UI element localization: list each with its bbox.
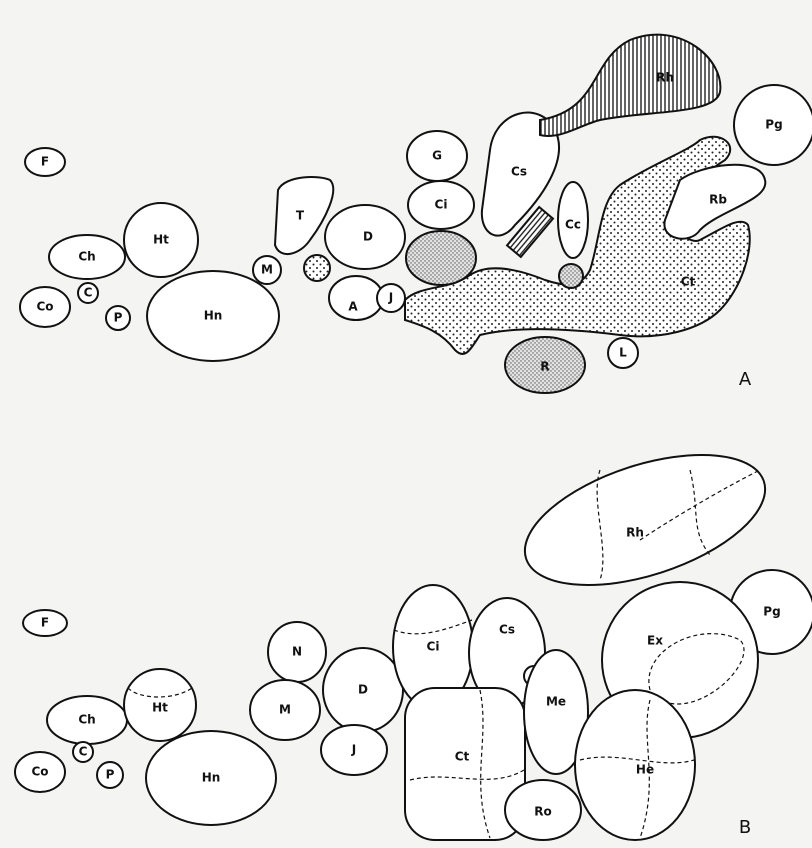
region-label: Cs: [499, 623, 515, 637]
region-shape: [303, 254, 331, 282]
boundary: [409, 689, 525, 839]
region-label: Co: [31, 765, 48, 779]
region-shape: [273, 176, 335, 255]
region-shape: [24, 147, 66, 177]
panel-label: A: [739, 369, 752, 390]
region-shape: [249, 679, 321, 741]
region-label: L: [619, 346, 627, 360]
region-label: M: [261, 263, 273, 277]
region-shape: [504, 779, 582, 841]
panel-label: B: [739, 817, 751, 838]
region-label: T: [296, 209, 305, 223]
region-label: Ch: [78, 713, 95, 727]
region-label: Ci: [435, 198, 448, 212]
region-label: D: [363, 230, 373, 244]
region-shape: [252, 255, 282, 285]
region-shape: [22, 609, 68, 637]
boundary: [596, 469, 761, 581]
region-shape: [404, 687, 526, 841]
region-label: N: [292, 645, 302, 659]
region-label: J: [388, 291, 393, 305]
region-shape: [523, 453, 767, 587]
region-shape: [324, 204, 406, 270]
region-shape: [123, 202, 199, 278]
region-label: P: [106, 768, 115, 782]
region-shape: [574, 689, 696, 841]
region-label: R: [540, 360, 549, 374]
region-label: A: [348, 300, 358, 314]
region-shape: [123, 668, 197, 742]
region-shape: [145, 730, 277, 826]
panel-b: F Ch Ht Co C P Hn N M D J Ci Cs Rh Pg Ex…: [14, 453, 812, 841]
region-shape: [480, 111, 561, 237]
region-shape: [663, 163, 767, 240]
region-label: Rh: [626, 526, 644, 540]
region-shape: [72, 741, 94, 763]
region-label: Me: [546, 695, 566, 709]
region-label: F: [41, 155, 49, 169]
region-shape: [407, 180, 475, 230]
region-shape: [96, 761, 124, 789]
region-label: Ct: [455, 750, 470, 764]
region-label: F: [41, 616, 49, 630]
region-label: Rh: [656, 71, 674, 85]
region-shape: [557, 181, 589, 259]
region-shape: [48, 234, 126, 280]
region-label: Cs: [511, 165, 527, 179]
region-shape: [733, 84, 812, 166]
boundary: [579, 699, 695, 839]
region-shape: [505, 205, 555, 259]
boundary: [648, 633, 745, 705]
region-shape: [558, 263, 584, 289]
region-label: Ro: [534, 805, 551, 819]
region-label: Ht: [153, 233, 169, 247]
region-shape: [523, 649, 589, 775]
region-label: Hn: [202, 771, 221, 785]
region-label: Ht: [152, 701, 168, 715]
region-shape: [14, 751, 66, 793]
region-label: Ct: [681, 275, 696, 289]
region-label: C: [79, 745, 88, 759]
region-label: C: [84, 286, 93, 300]
region-shape: [539, 33, 722, 137]
region-shape: [504, 336, 586, 394]
region-label: Co: [36, 300, 53, 314]
region-label: He: [636, 763, 654, 777]
region-label: Hn: [204, 309, 223, 323]
region-shape: [405, 230, 477, 286]
region-shape: [146, 270, 280, 362]
region-label: Pg: [765, 118, 782, 132]
region-label: Ci: [427, 640, 440, 654]
boundary: [393, 619, 473, 635]
region-label: Ch: [78, 250, 95, 264]
region-shape: [105, 305, 131, 331]
region-label: M: [279, 703, 291, 717]
region-label: D: [358, 683, 368, 697]
region-shape: [19, 286, 71, 328]
region-shape: [376, 283, 406, 313]
region-label: P: [114, 311, 123, 325]
region-label: Pg: [763, 605, 780, 619]
region-label: Rb: [709, 193, 727, 207]
region-shape: [77, 282, 99, 304]
region-shape: [320, 724, 388, 776]
region-label: G: [432, 149, 442, 163]
region-label: Ex: [647, 634, 663, 648]
region-label: Cc: [565, 218, 581, 232]
region-label: J: [351, 743, 356, 757]
panel-a: F Ch Ht Co C P Hn M T D A J G Ci Cs Rh P…: [19, 33, 812, 394]
region-shape: [607, 337, 639, 369]
